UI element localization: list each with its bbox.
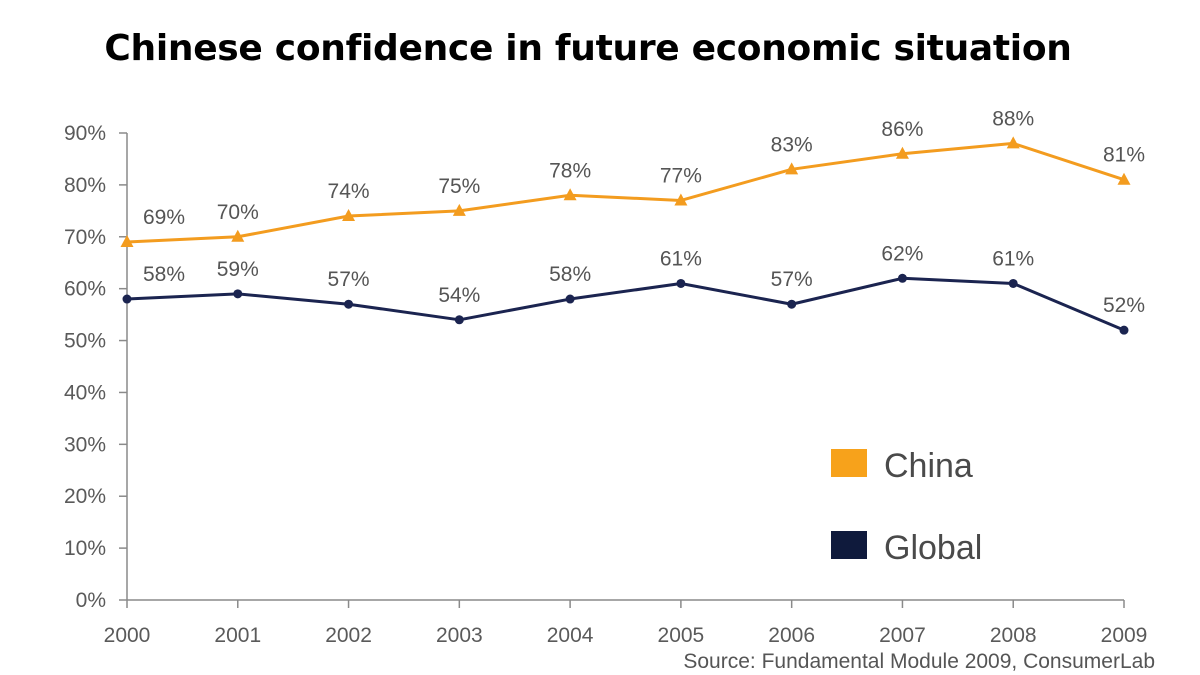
- y-tick-label: 30%: [64, 433, 106, 456]
- data-point-china: [563, 188, 577, 201]
- data-point-global: [344, 299, 354, 309]
- data-point-china: [895, 146, 909, 159]
- data-label-china: 81%: [1103, 144, 1145, 167]
- data-point-china: [231, 229, 245, 242]
- data-point-global: [676, 278, 686, 288]
- y-tick-label: 70%: [64, 226, 106, 249]
- data-point-china: [1117, 172, 1131, 185]
- data-point-global: [1008, 278, 1018, 288]
- series-line-china: [126, 141, 1125, 244]
- data-point-global: [1119, 325, 1129, 335]
- x-tick-label: 2005: [658, 624, 705, 647]
- data-label-global: 62%: [881, 242, 923, 265]
- data-label-china: 88%: [992, 107, 1034, 130]
- data-label-global: 58%: [143, 263, 185, 286]
- data-label-global: 58%: [549, 263, 591, 286]
- data-point-china: [674, 193, 688, 206]
- source-note: Source: Fundamental Module 2009, Consume…: [683, 650, 1155, 673]
- y-tick-label: 20%: [64, 485, 106, 508]
- data-label-china: 74%: [328, 180, 370, 203]
- data-label-global: 61%: [660, 247, 702, 270]
- legend-swatch-china: [831, 449, 867, 477]
- x-tick-label: 2009: [1101, 624, 1148, 647]
- data-label-global: 57%: [771, 268, 813, 291]
- y-tick-label: 40%: [64, 381, 106, 404]
- y-tick-label: 50%: [64, 330, 106, 353]
- data-label-china: 75%: [438, 175, 480, 198]
- data-point-global: [122, 294, 132, 304]
- y-tick-label: 80%: [64, 174, 106, 197]
- data-label-china: 69%: [143, 206, 185, 229]
- x-tick-label: 2003: [436, 624, 483, 647]
- data-point-china: [342, 209, 356, 222]
- y-tick-label: 90%: [64, 122, 106, 145]
- data-point-global: [565, 294, 575, 304]
- data-label-global: 57%: [328, 268, 370, 291]
- data-label-china: 77%: [660, 164, 702, 187]
- data-point-global: [233, 289, 243, 299]
- data-label-global: 61%: [992, 247, 1034, 270]
- legend-swatch-global: [831, 531, 867, 559]
- data-label-global: 59%: [217, 258, 259, 281]
- data-label-china: 70%: [217, 201, 259, 224]
- x-tick-label: 2007: [879, 624, 926, 647]
- series-line-global: [126, 276, 1125, 332]
- x-tick-label: 2002: [325, 624, 372, 647]
- data-label-china: 78%: [549, 159, 591, 182]
- data-label-china: 83%: [771, 133, 813, 156]
- data-point-china: [120, 234, 134, 247]
- y-tick-label: 10%: [64, 537, 106, 560]
- chart-title: Chinese confidence in future economic si…: [104, 28, 1072, 69]
- legend-label-china: China: [884, 447, 973, 485]
- data-point-china: [785, 162, 799, 175]
- data-point-china: [452, 203, 466, 216]
- data-point-global: [897, 273, 907, 283]
- x-tick-label: 2001: [214, 624, 261, 647]
- y-tick-label: 60%: [64, 278, 106, 301]
- data-point-global: [787, 299, 797, 309]
- x-tick-label: 2004: [547, 624, 594, 647]
- legend-label-global: Global: [884, 529, 982, 567]
- data-point-global: [454, 315, 464, 325]
- data-label-global: 54%: [438, 284, 480, 307]
- data-point-china: [1006, 136, 1020, 149]
- data-label-global: 52%: [1103, 294, 1145, 317]
- data-label-china: 86%: [881, 118, 923, 141]
- y-tick-label: 0%: [76, 589, 106, 612]
- x-tick-label: 2008: [990, 624, 1037, 647]
- x-tick-label: 2000: [104, 624, 151, 647]
- x-tick-label: 2006: [768, 624, 815, 647]
